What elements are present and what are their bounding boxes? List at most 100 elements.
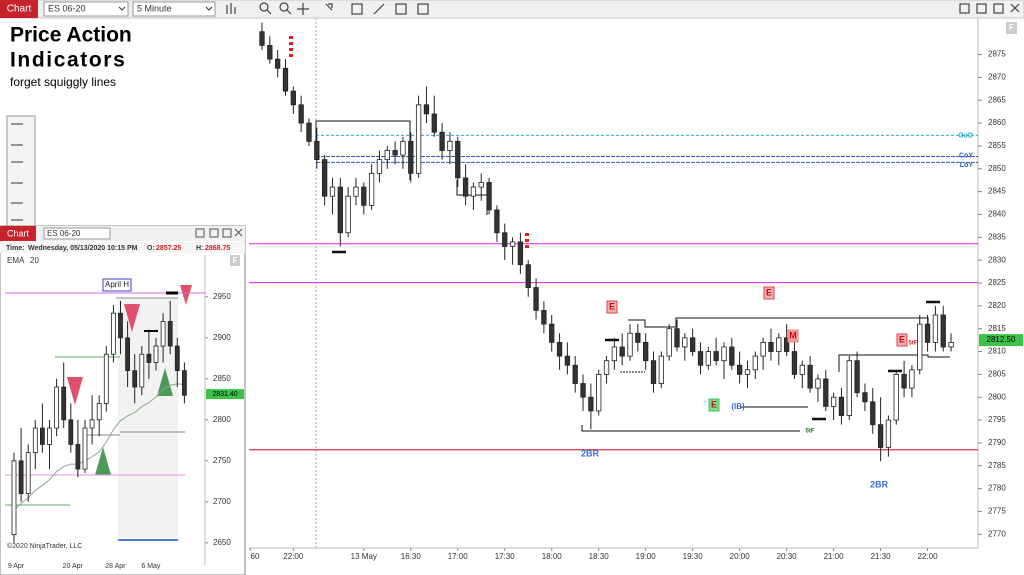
f-button[interactable]: [230, 255, 240, 266]
crosshair[interactable]: [297, 3, 309, 15]
x-tick-label: 17:30: [495, 552, 516, 561]
properties[interactable]: [351, 3, 363, 15]
candle-body: [807, 364, 813, 389]
candle-body: [25, 452, 31, 495]
candle-body: [658, 355, 664, 384]
instrument-select[interactable]: [43, 1, 129, 17]
candle-body: [846, 360, 852, 416]
tool-glyphs[interactable]: [11, 123, 23, 221]
inset-instrument: ES 06-20: [47, 229, 81, 238]
dropdown-arrow: [205, 6, 213, 11]
candle-body: [96, 403, 102, 421]
interval-select[interactable]: [132, 1, 216, 17]
candle-body: [650, 360, 657, 384]
candle-body: [666, 328, 672, 357]
range-line: [581, 425, 800, 432]
window-button[interactable]: [222, 228, 232, 238]
f-button[interactable]: [1006, 22, 1017, 34]
candle-body: [932, 314, 939, 343]
candle-body: [870, 401, 876, 426]
candle-body: [368, 172, 375, 206]
window-button[interactable]: [993, 3, 1004, 14]
templates[interactable]: [395, 3, 407, 15]
subtitle: forget squiggly lines: [10, 75, 116, 89]
candle-body: [776, 337, 782, 352]
candle-body: [462, 177, 469, 197]
annotation: (IB): [731, 402, 745, 411]
candle-body: [823, 378, 829, 407]
candle-body: [768, 341, 774, 352]
candle-body: [306, 122, 312, 142]
candle-body: [125, 337, 130, 372]
y-tick-label: 2875: [988, 50, 1006, 59]
window-button[interactable]: [209, 228, 219, 238]
inset-window: Chart ES 06-20 Time: Wednesday, 05/13/20…: [0, 225, 246, 575]
y-tick-label: 2850: [988, 164, 1006, 173]
candle-body: [486, 182, 492, 211]
strategies[interactable]: [417, 3, 429, 15]
zoom-out[interactable]: [279, 2, 289, 12]
candle-body: [353, 186, 359, 197]
chart-tab[interactable]: [0, 0, 38, 18]
inset-last-price-tag: [206, 389, 244, 400]
inset-titlebar: [0, 226, 245, 241]
x-tick-label: 19:30: [683, 552, 704, 561]
window-button[interactable]: [976, 3, 987, 14]
candle-body: [54, 386, 59, 429]
inset-instrument-select[interactable]: [43, 227, 111, 240]
candle-body: [455, 140, 461, 179]
candle-body: [611, 346, 618, 362]
inset-x-tick-label: 20 Apr: [63, 563, 84, 570]
candle-body: [75, 444, 81, 470]
last-price-label: 2812.50: [987, 335, 1016, 344]
candle-body: [267, 45, 273, 60]
candle-body: [392, 150, 398, 156]
candle-body: [111, 312, 116, 355]
zoom-in[interactable]: [259, 2, 269, 12]
annotation: E: [766, 287, 772, 297]
level-label: OoD: [958, 132, 973, 139]
candle-body: [815, 378, 821, 389]
pointer[interactable]: [325, 3, 333, 11]
zoom-handle: [266, 9, 272, 15]
candle-body: [61, 386, 67, 421]
f-icon: F: [233, 256, 238, 265]
candle-body: [89, 419, 95, 429]
x-tick-label: 21:00: [824, 552, 845, 561]
candle-body: [118, 312, 123, 339]
level-label: LoY: [960, 162, 974, 169]
candle-body: [431, 113, 437, 133]
close-button[interactable]: [234, 228, 243, 237]
candle-body: [439, 131, 445, 151]
inset-tab[interactable]: [0, 226, 36, 241]
candle-body: [314, 140, 320, 161]
close-button[interactable]: [1010, 3, 1020, 13]
inset-y-tick-label: 2700: [213, 497, 231, 506]
x-tick-label: 13 May: [351, 552, 377, 561]
window-button[interactable]: [959, 3, 970, 14]
inset-last-price-label: 2831.40: [212, 391, 237, 398]
annotation: 2BR: [870, 479, 889, 489]
window-button[interactable]: [195, 228, 205, 238]
inset-y-tick-label: 2850: [213, 374, 231, 383]
candle-body: [690, 337, 696, 352]
y-tick-label: 2865: [988, 95, 1006, 104]
signal-triangles: [67, 285, 192, 475]
candle-body: [415, 104, 422, 174]
level-label: April H: [105, 280, 129, 289]
range-line: [838, 354, 950, 372]
candle-body: [862, 392, 868, 403]
main-plot: 2BR 2BR (IB) 5tF 5tF E E E E M: [249, 22, 978, 489]
x-tick-label: 20:00: [730, 552, 751, 561]
candle-body: [47, 427, 52, 445]
bars-tool[interactable]: [226, 3, 236, 14]
y-tick-label: 2860: [988, 118, 1006, 127]
draw-tool[interactable]: [373, 3, 385, 15]
candle-body: [361, 186, 367, 206]
stack-markers: [289, 36, 529, 248]
candle-body: [18, 460, 24, 495]
x-tick-label: 22:00: [283, 552, 304, 561]
candle-body: [132, 370, 138, 388]
candle-body: [174, 345, 180, 372]
high-label: H:: [196, 245, 203, 252]
